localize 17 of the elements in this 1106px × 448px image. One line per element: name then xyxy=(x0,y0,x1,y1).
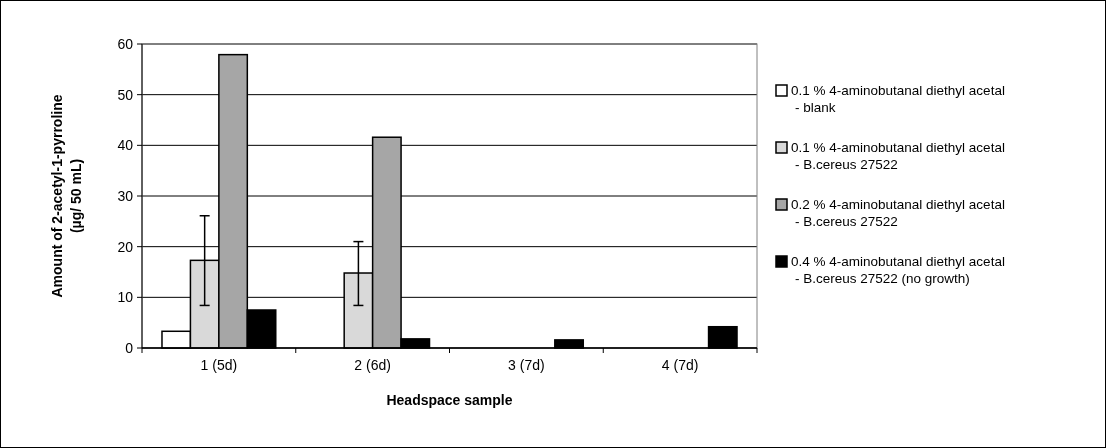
legend-label: 0.2 % 4-aminobutanal diethyl acetal - B.cereus 27522 xyxy=(791,197,1005,229)
y-tick-label: 50 xyxy=(117,86,134,103)
y-tick-label: 10 xyxy=(117,289,134,306)
x-axis-title: Headspace sample xyxy=(386,392,513,408)
y-tick-label: 30 xyxy=(117,187,134,204)
x-tick-label: 1 (5d) xyxy=(200,357,238,373)
x-tick-label: 3 (7d) xyxy=(508,357,545,373)
legend-label: 0.1 % 4-aminobutanal diethyl acetal - B.cereus 27522 xyxy=(791,140,1005,172)
legend-label: 0.1 % 4-aminobutanal diethyl acetal - blank xyxy=(791,83,1005,115)
y-axis-title: Amount of 2-acetyl-1-pyrroline (µg/ 50 mL) xyxy=(49,94,84,298)
legend-label: 0.4 % 4-aminobutanal diethyl acetal - B.cereus 27522 (no growth) xyxy=(791,254,1005,286)
y-tick-label: 0 xyxy=(125,339,134,356)
y-tick-label: 40 xyxy=(117,137,134,154)
y-tick-label: 60 xyxy=(117,35,134,52)
x-tick-label: 2 (6d) xyxy=(354,357,391,373)
y-tick-label: 20 xyxy=(117,238,134,255)
x-tick-label: 4 (7d) xyxy=(661,357,699,373)
